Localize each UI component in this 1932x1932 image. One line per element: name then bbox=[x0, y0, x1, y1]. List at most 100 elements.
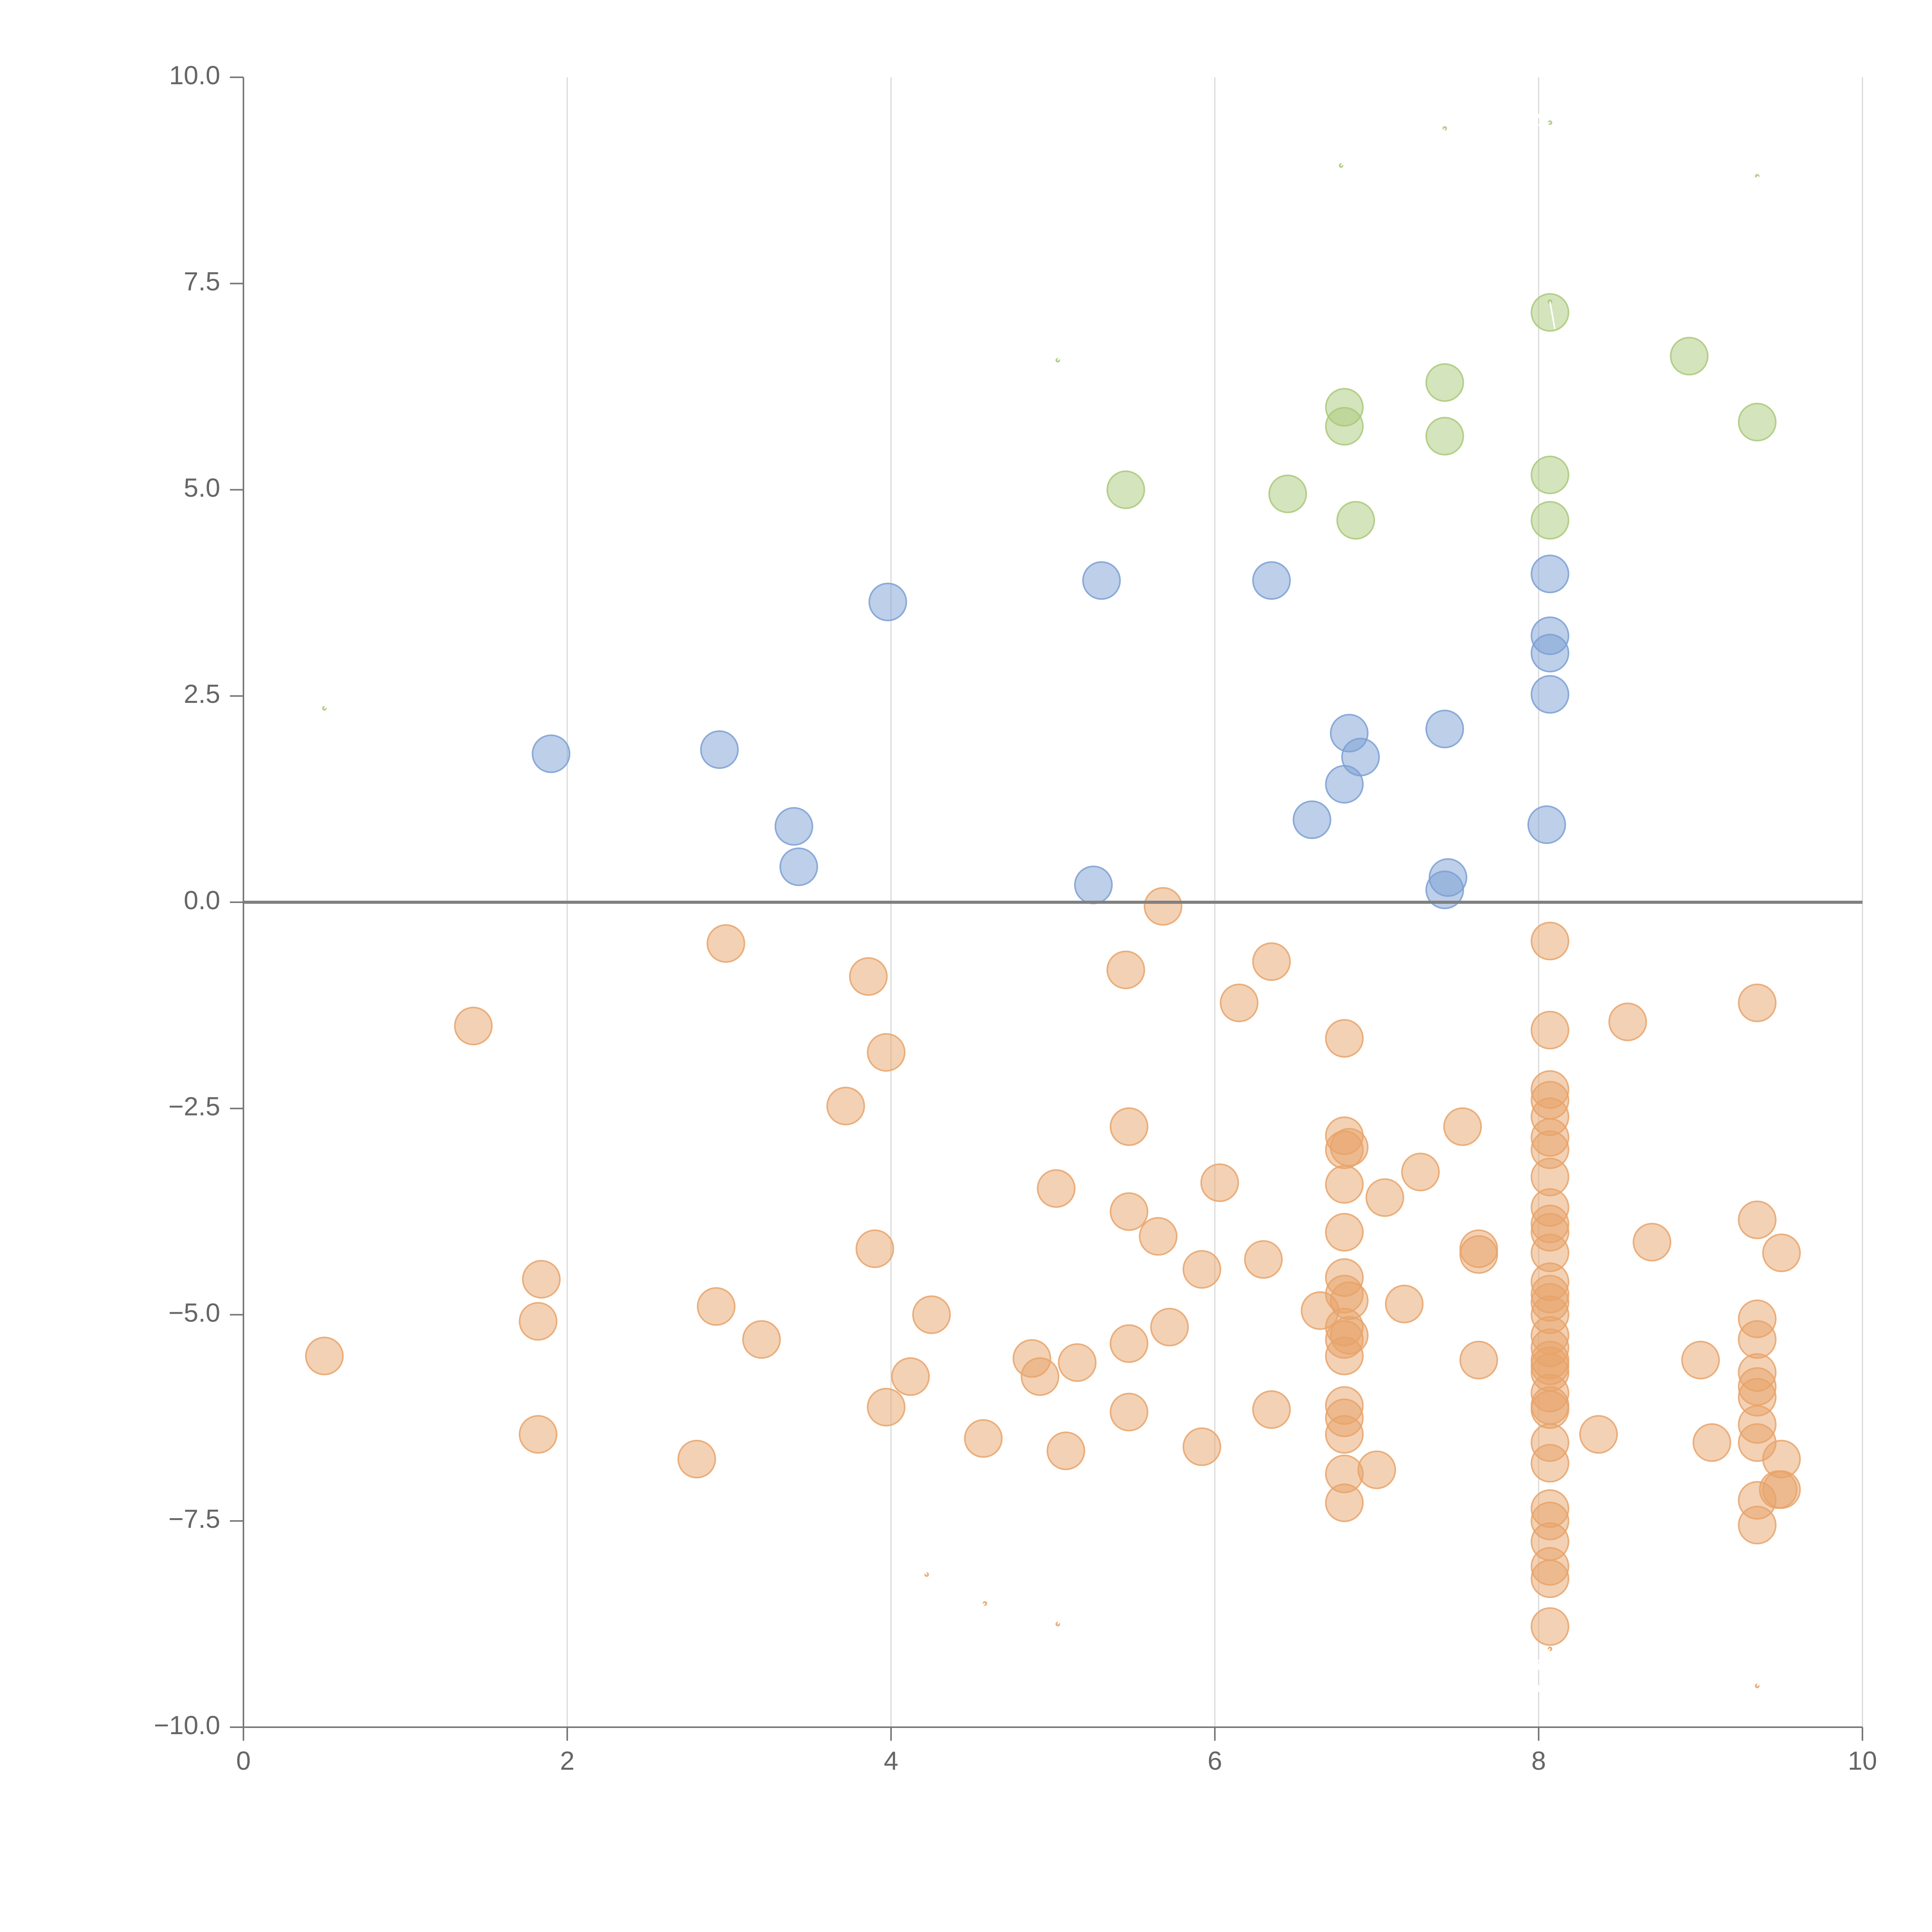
bubble-label: UN bbox=[1517, 77, 1583, 128]
bubble-leader-line bbox=[963, 1603, 986, 1617]
x-tick-label: 4 bbox=[884, 1746, 898, 1776]
x-tick-label: 8 bbox=[1531, 1746, 1546, 1776]
blue-bubble bbox=[532, 734, 571, 773]
orange-bubble bbox=[849, 957, 888, 996]
orange-bubble bbox=[1182, 1250, 1221, 1289]
blue-bubble bbox=[868, 582, 907, 621]
bubble-leader-line bbox=[324, 699, 333, 709]
green-bubble bbox=[1425, 363, 1464, 402]
orange-bubble bbox=[891, 1357, 930, 1396]
orange-bubble bbox=[1459, 1340, 1498, 1379]
blue-bubble bbox=[1425, 870, 1464, 909]
orange-bubble bbox=[1244, 1240, 1283, 1279]
label-layer: F W O H UN E ID C X S bbox=[324, 77, 1781, 1704]
orange-bubble bbox=[519, 1302, 558, 1341]
bubble-label: C bbox=[1068, 1574, 1102, 1626]
orange-bubble bbox=[677, 1440, 716, 1479]
x-tick-label: 2 bbox=[560, 1746, 575, 1776]
orange-bubble bbox=[742, 1320, 781, 1359]
orange-bubble bbox=[1143, 887, 1182, 926]
orange-bubble bbox=[519, 1415, 558, 1454]
blue-bubble bbox=[1252, 561, 1291, 600]
axis-layer: −10.0 −7.5 −5.0 −2.5 0.0 2.5 5.0 7.5 10.0 0 2 4 6 8 10 bbox=[154, 61, 1877, 1776]
green-bubble bbox=[1531, 501, 1570, 540]
orange-bubble bbox=[1109, 1393, 1148, 1432]
blue-bubble bbox=[1293, 800, 1332, 839]
orange-bubble bbox=[1531, 1607, 1570, 1646]
y-tick-label: 5.0 bbox=[184, 473, 220, 502]
blue-bubble bbox=[1074, 866, 1113, 905]
blue-bubble bbox=[700, 730, 739, 769]
orange-bubble bbox=[1150, 1308, 1189, 1347]
orange-bubble bbox=[1738, 1505, 1777, 1544]
y-tick-label: 0.0 bbox=[184, 886, 220, 915]
orange-bubble bbox=[1219, 983, 1259, 1022]
blue-bubble bbox=[774, 807, 813, 846]
y-tick-label: 10.0 bbox=[169, 61, 220, 90]
y-tick-label: −7.5 bbox=[168, 1504, 220, 1534]
orange-bubble bbox=[1531, 1010, 1570, 1049]
bubble-label: X bbox=[1515, 1652, 1546, 1704]
orange-bubble bbox=[1182, 1427, 1221, 1466]
blue-bubble bbox=[1531, 675, 1570, 714]
blue-bubble bbox=[1531, 554, 1570, 594]
orange-bubble bbox=[697, 1287, 736, 1326]
orange-bubble bbox=[1325, 1019, 1364, 1058]
blue-bubble bbox=[1082, 561, 1121, 600]
y-tick-label: −2.5 bbox=[168, 1092, 220, 1121]
orange-bubble bbox=[826, 1087, 865, 1126]
blue-bubble bbox=[779, 847, 818, 886]
bubble-leader-line bbox=[1530, 122, 1550, 128]
orange-bubble bbox=[1738, 983, 1777, 1022]
bubble-label: H bbox=[1457, 85, 1491, 137]
orange-bubble bbox=[1109, 1324, 1148, 1363]
x-tick-label: 6 bbox=[1208, 1746, 1222, 1776]
green-bubble bbox=[1325, 407, 1364, 446]
y-tick-label: −10.0 bbox=[154, 1711, 220, 1740]
orange-bubble bbox=[855, 1229, 895, 1268]
orange-bubble bbox=[1109, 1192, 1148, 1231]
bubble-leader-line bbox=[1549, 301, 1556, 329]
bubble-label: F bbox=[335, 654, 363, 706]
green-bubble bbox=[1268, 474, 1307, 514]
orange-bubble bbox=[1020, 1357, 1060, 1396]
orange-bubble bbox=[1200, 1163, 1239, 1202]
bubble-leader-line bbox=[1429, 128, 1446, 156]
green-bubble bbox=[1738, 403, 1777, 442]
blue-bubble bbox=[1425, 709, 1464, 748]
green-bubble bbox=[1670, 337, 1709, 376]
orange-bubble bbox=[454, 1007, 493, 1046]
bubble-leader-line bbox=[1057, 355, 1062, 361]
orange-bubble bbox=[1459, 1235, 1498, 1274]
orange-bubble bbox=[1252, 942, 1291, 981]
orange-bubble bbox=[305, 1337, 344, 1376]
orange-bubble bbox=[867, 1033, 906, 1072]
orange-bubble bbox=[912, 1295, 951, 1334]
orange-bubble bbox=[1738, 1320, 1777, 1359]
orange-bubble bbox=[1531, 922, 1570, 961]
orange-bubble bbox=[1106, 951, 1145, 990]
orange-bubble bbox=[1692, 1423, 1731, 1462]
y-tick-label: 7.5 bbox=[184, 267, 220, 296]
bubble-leader-line bbox=[1757, 175, 1766, 185]
orange-bubble bbox=[1681, 1340, 1720, 1379]
x-tick-label: 0 bbox=[236, 1746, 251, 1776]
green-bubble bbox=[1336, 501, 1375, 540]
orange-bubble bbox=[1579, 1415, 1618, 1454]
bubble-leader-line bbox=[1057, 1611, 1067, 1625]
orange-bubble bbox=[1762, 1233, 1801, 1272]
orange-bubble bbox=[1531, 1444, 1570, 1483]
orange-bubble bbox=[1633, 1223, 1672, 1262]
x-tick-label: 10 bbox=[1848, 1746, 1877, 1776]
orange-bubble bbox=[1325, 1213, 1364, 1252]
green-bubble bbox=[1531, 456, 1570, 495]
orange-bubble bbox=[1046, 1431, 1085, 1470]
orange-bubble bbox=[1325, 1337, 1364, 1376]
orange-bubble bbox=[1365, 1178, 1404, 1217]
y-tick-label: −5.0 bbox=[168, 1298, 220, 1327]
bubble-layer bbox=[305, 120, 1801, 1689]
orange-bubble bbox=[1385, 1284, 1424, 1323]
orange-bubble bbox=[1443, 1107, 1482, 1146]
